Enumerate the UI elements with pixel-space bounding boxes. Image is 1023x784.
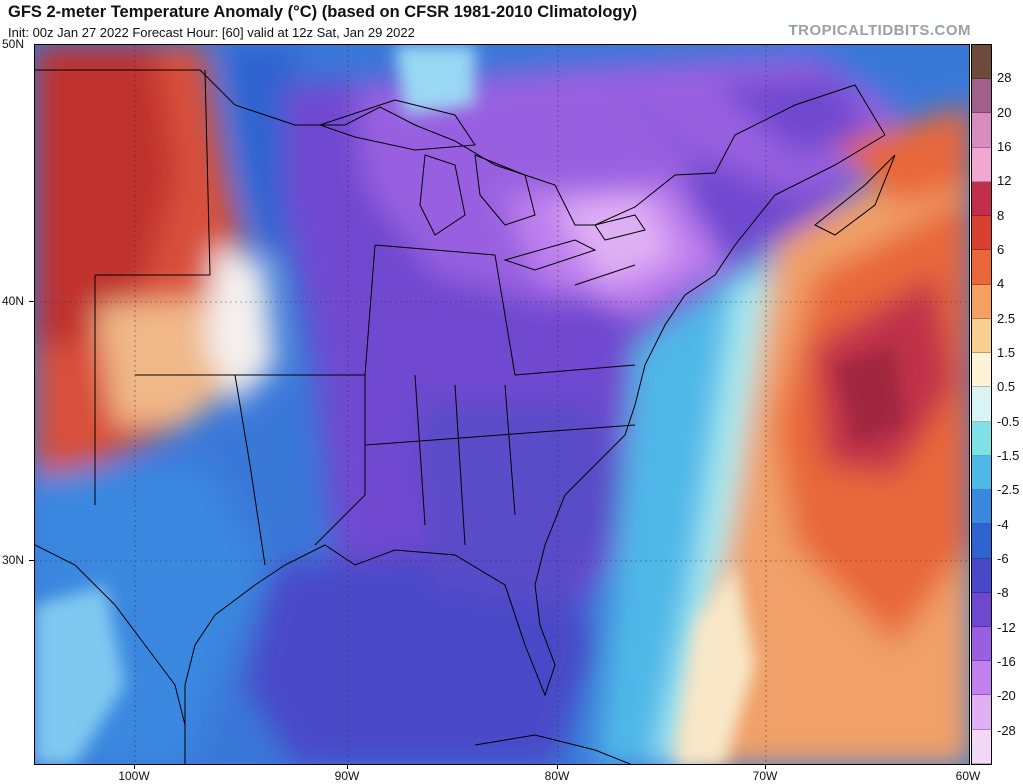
colorbar-segment (972, 455, 991, 491)
lat-label-40n: 40N (2, 294, 25, 308)
colorbar-segment (972, 490, 991, 525)
map-canvas (35, 45, 969, 764)
colorbar (971, 44, 992, 765)
colorbar-label: -0.5 (997, 413, 1020, 429)
colorbar-label: -28 (997, 722, 1016, 738)
colorbar-segment (972, 592, 991, 627)
colorbar-label: 8 (997, 207, 1005, 223)
colorbar-segment (972, 79, 991, 114)
colorbar-segment (972, 284, 991, 319)
colorbar-segment (972, 524, 991, 559)
colorbar-label: -20 (997, 688, 1016, 704)
forecast-info: Init: 00z Jan 27 2022 Forecast Hour: [60… (8, 25, 415, 40)
colorbar-label: 6 (997, 242, 1005, 257)
lon-tick (765, 765, 766, 769)
colorbar-segment (972, 729, 991, 764)
lat-label-30n: 30N (2, 553, 25, 567)
colorbar-segment (972, 181, 991, 217)
colorbar-label: 28 (997, 70, 1012, 86)
colorbar-segment (972, 318, 991, 354)
colorbar-label: -4 (997, 516, 1009, 532)
colorbar-segment (972, 661, 991, 696)
colorbar-label: 12 (997, 173, 1012, 189)
colorbar-segment (972, 45, 991, 80)
chart-title: GFS 2-meter Temperature Anomaly (°C) (ba… (8, 3, 638, 21)
colorbar-label: 4 (997, 276, 1005, 292)
colorbar-segment (972, 626, 991, 662)
colorbar-label: -12 (997, 619, 1016, 635)
lon-label-100w: 100W (118, 769, 150, 783)
lon-label-70w: 70W (752, 769, 778, 783)
colorbar-label: 0.5 (997, 379, 1016, 395)
colorbar-label: -8 (997, 585, 1009, 601)
colorbar-label: 20 (997, 104, 1012, 120)
site-watermark: TROPICALTIDBITS.COM (788, 22, 971, 39)
lon-label-60w: 60W (955, 769, 981, 783)
colorbar-segment (972, 147, 991, 182)
colorbar-segment (972, 558, 991, 593)
colorbar-segment (972, 387, 991, 422)
lon-label-90w: 90W (334, 769, 360, 783)
lat-tick (29, 560, 34, 561)
colorbar-segment (972, 250, 991, 285)
colorbar-label: -2.5 (997, 482, 1020, 498)
lat-label-50n: 50N (2, 37, 25, 51)
lat-tick (29, 301, 34, 302)
lon-tick (557, 765, 558, 769)
colorbar-label: 2.5 (997, 310, 1016, 326)
lon-tick (347, 765, 348, 769)
colorbar-segment (972, 113, 991, 148)
boundaries (35, 69, 896, 764)
colorbar-segment (972, 421, 991, 456)
colorbar-segment (972, 216, 991, 251)
colorbar-label: -16 (997, 654, 1016, 669)
lon-label-80w: 80W (544, 769, 570, 783)
colorbar-segment (972, 695, 991, 730)
colorbar-label: -6 (997, 551, 1009, 566)
colorbar-label: 16 (997, 139, 1012, 154)
colorbar-label: 1.5 (997, 345, 1016, 360)
lon-tick (134, 765, 135, 769)
anomaly-map (34, 44, 970, 765)
colorbar-segment (972, 353, 991, 388)
colorbar-label: -1.5 (997, 448, 1020, 463)
